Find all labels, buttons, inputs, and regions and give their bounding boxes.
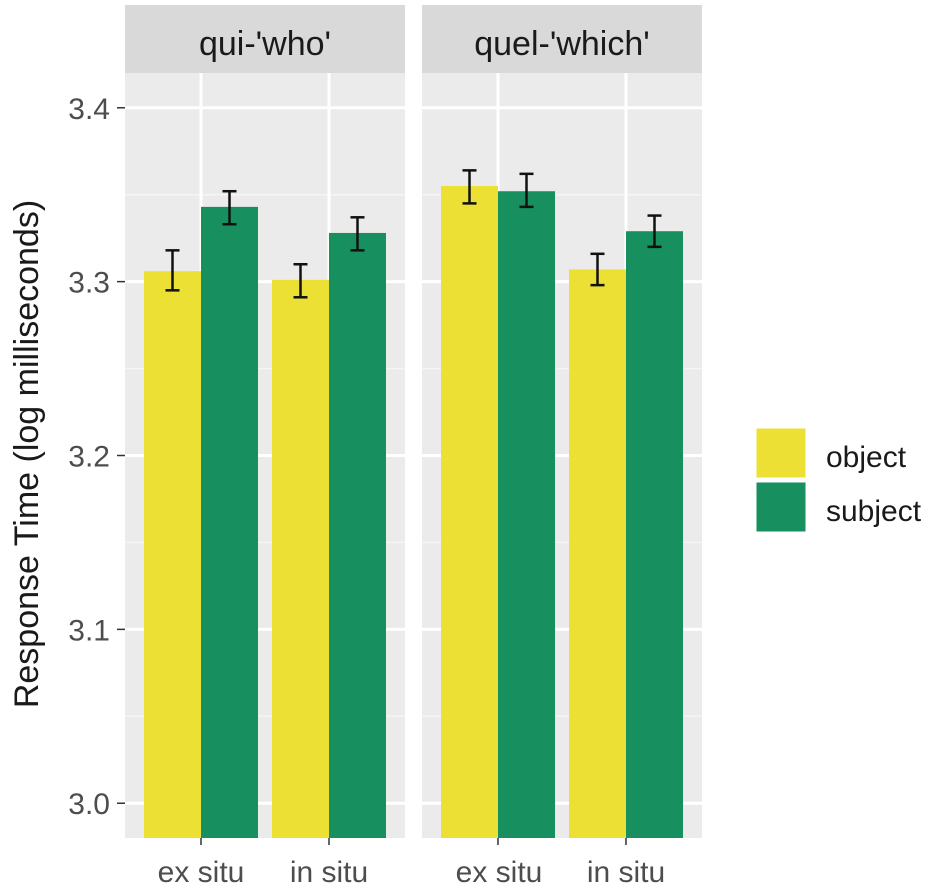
legend: object subject (755, 427, 922, 533)
legend-key-subject (755, 481, 807, 533)
y-tick-label: 3.0 (68, 788, 110, 821)
bar-object (569, 269, 626, 838)
strip-background (422, 5, 702, 73)
error-bars (165, 189, 365, 299)
bar-subject (201, 206, 258, 838)
bar-subject (498, 191, 555, 838)
x-label-ex-situ: ex situ (158, 856, 245, 889)
strip-background (125, 5, 405, 73)
x-label-in-situ: in situ (587, 856, 665, 889)
x-label-ex-situ: ex situ (456, 856, 543, 889)
y-axis-ticks: 3.0 3.1 3.2 3.3 3.4 (68, 93, 125, 821)
bars (441, 186, 683, 839)
strip-label: qui-'who' (199, 25, 331, 63)
bar-subject (626, 231, 683, 838)
bar-object (441, 186, 498, 839)
legend-label-subject: subject (826, 495, 922, 528)
legend-label-object: object (826, 441, 907, 474)
y-axis-title: Response Time (log milliseconds) (8, 200, 46, 708)
legend-key-object (755, 427, 807, 479)
x-label-in-situ: in situ (290, 856, 368, 889)
y-tick-label: 3.1 (68, 614, 110, 647)
y-tick-label: 3.3 (68, 267, 110, 300)
bar-object (144, 271, 201, 838)
error-bars (462, 169, 662, 287)
y-tick-label: 3.4 (68, 93, 110, 126)
bars (144, 206, 386, 839)
bar-subject (329, 232, 386, 839)
strip-label: quel-'which' (474, 25, 650, 63)
y-tick-label: 3.2 (68, 441, 110, 474)
facet-panel-quel: quel-'which' ex situ in situ (422, 5, 702, 889)
facet-panel-qui: qui-'who' ex situ in situ (125, 5, 405, 889)
bar-object (272, 279, 329, 839)
